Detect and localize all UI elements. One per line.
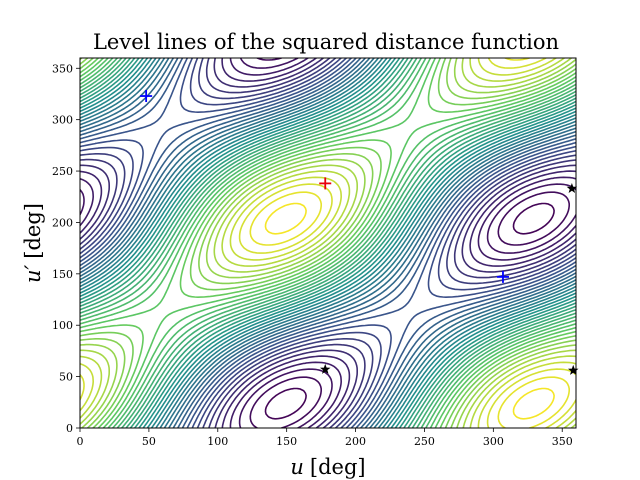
contour-level (80, 58, 576, 428)
y-axis-unit: [deg] (21, 203, 45, 259)
y-axis-ticks: 0 50 100 150 200 250 300 350 (52, 62, 80, 435)
saddle-marker (320, 363, 331, 374)
contour-level (80, 58, 576, 428)
contour-level (80, 58, 576, 428)
y-axis-label: u′ [deg] (21, 203, 45, 283)
contour-level (80, 58, 576, 428)
contour-level (80, 58, 576, 428)
contour-level (249, 58, 570, 428)
plot-frame (79, 57, 577, 429)
x-axis-ticks: 0 50 100 150 200 250 300 350 (77, 428, 573, 448)
y-tick-label: 200 (52, 216, 73, 229)
contour-level (80, 58, 576, 428)
contour-level (80, 58, 576, 428)
contour-level (80, 58, 576, 428)
x-tick-label: 150 (276, 435, 297, 448)
y-tick-label: 350 (52, 62, 73, 75)
x-tick-label: 200 (345, 435, 366, 448)
min-marker (140, 90, 153, 103)
y-tick-label: 250 (52, 165, 73, 178)
min-marker (496, 270, 509, 283)
y-tick-label: 0 (66, 422, 73, 435)
contour-level (80, 58, 576, 428)
saddle-marker (566, 183, 578, 193)
x-axis-variable: u (290, 455, 304, 479)
saddle-marker (568, 364, 579, 375)
contour-level (80, 58, 576, 428)
contour-level (264, 202, 555, 420)
contour-level (80, 58, 576, 428)
y-tick-label: 50 (59, 371, 73, 384)
contour-level (80, 58, 576, 428)
contour-level (80, 58, 576, 428)
contour-level (80, 58, 576, 428)
contour-level (80, 58, 576, 428)
x-axis-unit: [deg] (310, 455, 366, 479)
contour-level (80, 58, 576, 428)
contour-level (80, 58, 576, 428)
contour-level (80, 58, 576, 428)
contour-level (80, 58, 576, 428)
contour-level (80, 58, 576, 428)
contour-level (80, 58, 576, 428)
plot-area (79, 57, 579, 429)
x-tick-label: 250 (414, 435, 435, 448)
contour-level (249, 58, 570, 428)
contour-level (80, 58, 576, 428)
contour-level (80, 58, 576, 428)
x-tick-label: 350 (552, 435, 573, 448)
y-axis-variable: u′ (21, 264, 45, 283)
contour-level (80, 58, 576, 428)
contour-lines (80, 58, 576, 428)
y-tick-label: 100 (52, 319, 73, 332)
x-tick-label: 0 (77, 435, 84, 448)
contour-level (80, 58, 576, 428)
contour-level (80, 58, 576, 428)
contour-level (80, 58, 576, 428)
x-tick-label: 100 (207, 435, 228, 448)
contour-level (80, 58, 576, 428)
contour-level (80, 58, 576, 428)
x-tick-label: 300 (483, 435, 504, 448)
contour-level (80, 58, 576, 428)
x-axis-label: u [deg] (290, 455, 365, 479)
critical-point-markers (140, 90, 579, 375)
y-tick-label: 300 (52, 114, 73, 127)
x-tick-label: 50 (142, 435, 156, 448)
contour-level (264, 202, 555, 420)
chart-title: Level lines of the squared distance func… (93, 30, 559, 54)
y-tick-label: 150 (52, 268, 73, 281)
max-marker (319, 177, 332, 190)
contour-level (80, 58, 576, 428)
